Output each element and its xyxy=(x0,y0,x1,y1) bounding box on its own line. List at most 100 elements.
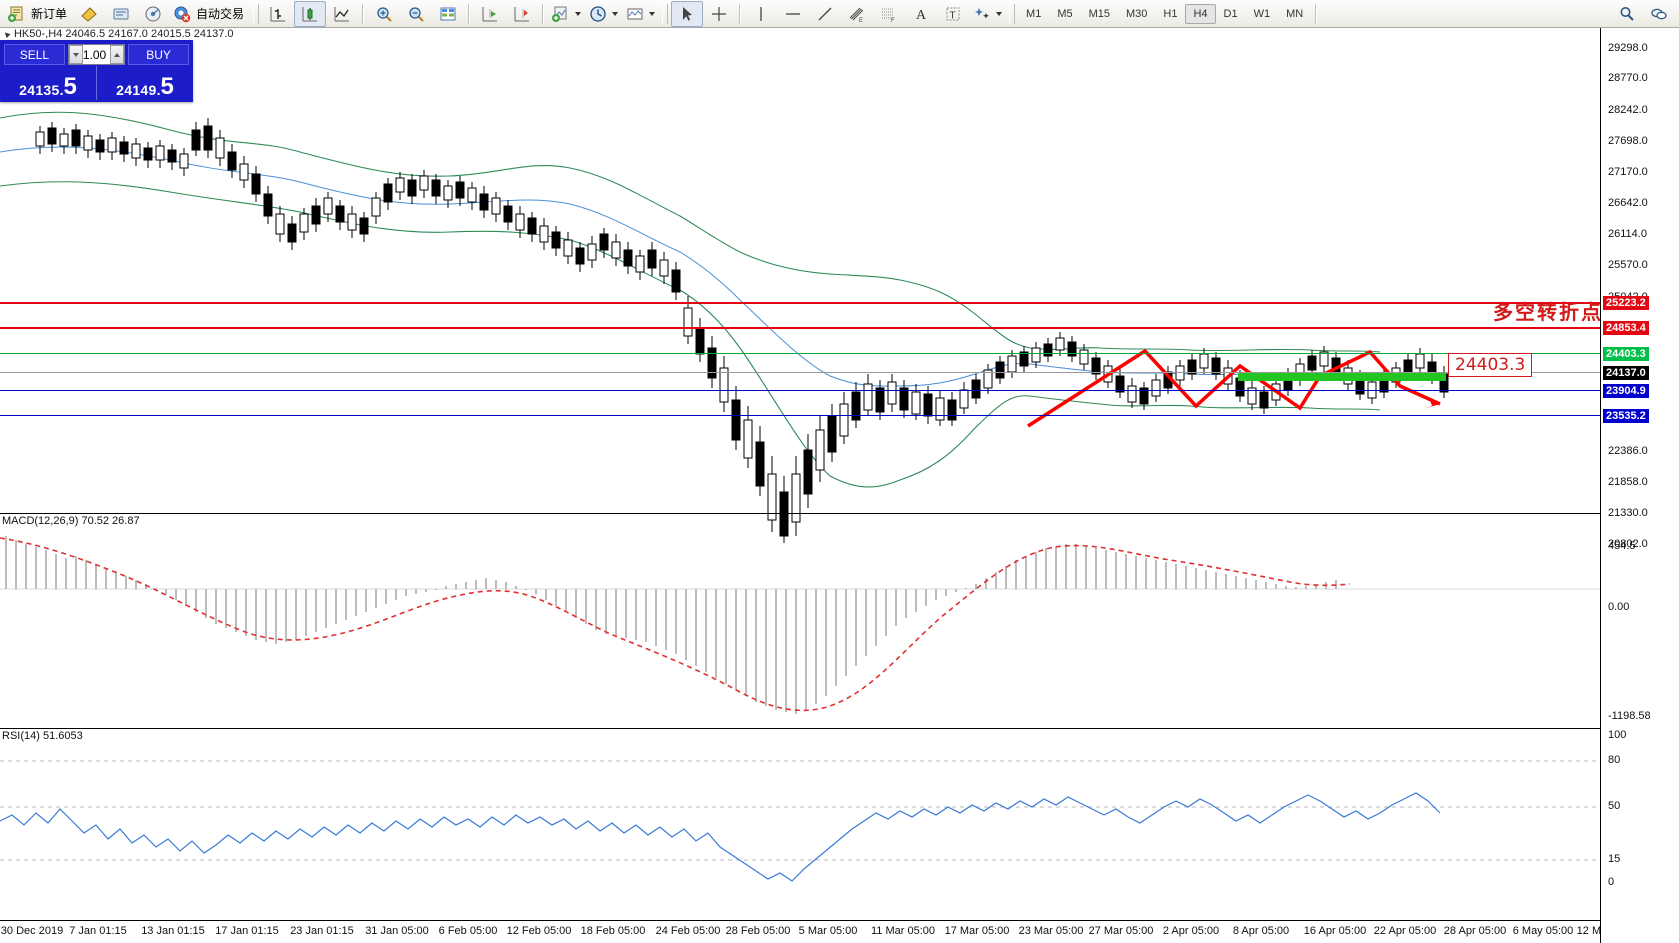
blue-level-1-chip[interactable]: 23904.9 xyxy=(1603,384,1649,398)
toolbar-separator-3 xyxy=(542,3,545,24)
price-tick-label: 22386.0 xyxy=(1608,445,1648,457)
buy-price-integer: 24149 xyxy=(116,82,157,98)
buy-button[interactable]: BUY xyxy=(128,44,189,65)
level-line-24853[interactable] xyxy=(0,327,1601,329)
trend-line-icon xyxy=(816,5,834,23)
chevron-down-icon[interactable] xyxy=(575,11,582,16)
volume-stepper[interactable]: 1.00 xyxy=(67,44,126,65)
cursor-icon xyxy=(678,5,696,23)
trade-prices: 24135 . 5 24149 . 5 xyxy=(0,66,193,100)
templates-button[interactable] xyxy=(622,1,659,27)
timeframe-mn[interactable]: MN xyxy=(1286,7,1304,20)
support-level-chip[interactable]: 24403.3 xyxy=(1603,347,1649,361)
time-tick-label: 27 Mar 05:00 xyxy=(1088,925,1154,937)
svg-text:E: E xyxy=(859,18,863,23)
chart-shift-button[interactable] xyxy=(474,1,506,27)
resistance-level-2-chip[interactable]: 24853.4 xyxy=(1603,321,1649,335)
price-tick-label: 26114.0 xyxy=(1608,228,1647,240)
pointer-hand-button[interactable] xyxy=(73,1,105,27)
trend-line-button[interactable] xyxy=(809,1,841,27)
time-tick-label: 17 Mar 05:00 xyxy=(944,925,1010,937)
rsi-pane[interactable]: RSI(14) 51.6053 xyxy=(0,728,1601,921)
price-axis[interactable]: 29298.0 28770.0 28242.0 27698.0 27170.0 … xyxy=(1600,28,1679,943)
chevron-down-icon-2[interactable] xyxy=(612,11,619,16)
blue-level-2-chip[interactable]: 23535.2 xyxy=(1603,409,1649,423)
period-button[interactable] xyxy=(585,1,622,27)
trade-panel-controls: SELL 1.00 BUY xyxy=(0,40,193,66)
text-button[interactable]: A xyxy=(905,1,937,27)
rsi-tick-label: 0 xyxy=(1608,876,1615,888)
zoom-in-button[interactable] xyxy=(368,1,400,27)
equidistant-channel-button[interactable]: E xyxy=(841,1,873,27)
candlestick-chart-icon xyxy=(301,5,319,23)
macd-signal-line xyxy=(0,537,1351,712)
indicators-button[interactable] xyxy=(548,1,585,27)
timeframe-d1[interactable]: D1 xyxy=(1223,7,1238,20)
macd-pane[interactable]: MACD(12,26,9) 70.52 26.87 xyxy=(0,513,1601,729)
vertical-line-button[interactable] xyxy=(745,1,777,27)
terminal-button[interactable] xyxy=(105,1,137,27)
new-order-button[interactable]: 新订单 xyxy=(4,1,73,27)
chevron-down-icon-volume xyxy=(72,52,79,57)
time-axis[interactable]: 30 Dec 2019 7 Jan 01:15 13 Jan 01:15 17 … xyxy=(0,920,1643,943)
text-label-button[interactable]: T xyxy=(937,1,969,27)
time-tick-label: 31 Jan 05:00 xyxy=(365,925,429,937)
search-button[interactable] xyxy=(1611,1,1643,27)
volume-input[interactable]: 1.00 xyxy=(82,47,107,62)
sell-button[interactable]: SELL xyxy=(4,44,65,65)
rsi-tick-label: 100 xyxy=(1608,729,1627,741)
chevron-up-icon-volume xyxy=(114,52,121,57)
one-click-trading-panel[interactable]: SELL 1.00 BUY 24135 . 5 24149 . 5 xyxy=(0,40,193,102)
toolbar-separator-5 xyxy=(1315,3,1318,24)
level-line-24137[interactable] xyxy=(0,372,1601,373)
bar-chart-button[interactable] xyxy=(262,1,294,27)
objects-button[interactable] xyxy=(969,1,1006,27)
timeframe-h4[interactable]: H4 xyxy=(1185,3,1216,24)
line-chart-button[interactable] xyxy=(326,1,358,27)
timeframe-m15[interactable]: M15 xyxy=(1088,7,1110,20)
resistance-level-chip[interactable]: 25223.2 xyxy=(1603,296,1649,310)
timeframe-m5[interactable]: M5 xyxy=(1057,7,1073,20)
autotrade-button[interactable]: 自动交易 xyxy=(169,1,250,27)
chart-area[interactable]: ▲ HK50-,H4 24046.5 24167.0 24015.5 24137… xyxy=(0,27,1679,943)
volume-increment-button[interactable] xyxy=(110,45,125,64)
sell-price-fraction: 5 xyxy=(63,73,77,100)
auto-scroll-icon xyxy=(513,5,531,23)
chat-button[interactable] xyxy=(1643,1,1675,27)
current-price-chip[interactable]: 24137.0 xyxy=(1603,366,1649,380)
horizontal-line-button[interactable] xyxy=(777,1,809,27)
buy-price-fraction: 5 xyxy=(160,73,174,100)
time-tick-label: 22 Apr 05:00 xyxy=(1373,925,1437,937)
time-tick-label: 11 Mar 05:00 xyxy=(870,925,936,937)
chevron-down-icon-4[interactable] xyxy=(996,11,1003,16)
timeframe-m1[interactable]: M1 xyxy=(1026,7,1042,20)
turning-point-annotation: 多空转折点 xyxy=(1493,300,1603,324)
time-tick-label: 2 Apr 05:00 xyxy=(1162,925,1220,937)
toolbar-grip[interactable] xyxy=(253,3,260,24)
zoom-out-button[interactable] xyxy=(400,1,432,27)
timeframe-m30[interactable]: M30 xyxy=(1126,7,1148,20)
level-line-23535[interactable] xyxy=(0,415,1601,416)
data-window-button[interactable] xyxy=(432,1,464,27)
chevron-down-icon-3[interactable] xyxy=(649,11,656,16)
toolbar-grip-3[interactable] xyxy=(1009,3,1016,24)
level-line-23904[interactable] xyxy=(0,390,1601,391)
autotrade-label: 自动交易 xyxy=(196,7,245,21)
buy-price-cell[interactable]: 24149 . 5 xyxy=(96,66,193,100)
time-tick-label: 6 Feb 05:00 xyxy=(438,925,498,937)
fibonacci-button[interactable]: F xyxy=(873,1,905,27)
timeframe-h1[interactable]: H1 xyxy=(1163,7,1178,20)
level-line-25223[interactable] xyxy=(0,302,1601,304)
time-tick-label: 28 Apr 05:00 xyxy=(1443,925,1507,937)
sell-price-cell[interactable]: 24135 . 5 xyxy=(0,66,96,100)
signals-button[interactable] xyxy=(137,1,169,27)
crosshair-button[interactable] xyxy=(703,1,735,27)
auto-scroll-button[interactable] xyxy=(506,1,538,27)
cursor-button[interactable] xyxy=(671,0,704,27)
toolbar-grip-2[interactable] xyxy=(662,3,669,24)
templates-icon xyxy=(626,5,644,23)
timeframe-w1[interactable]: W1 xyxy=(1253,7,1271,20)
candlestick-chart-button[interactable] xyxy=(294,0,327,27)
volume-decrement-button[interactable] xyxy=(68,45,83,64)
level-line-24403[interactable] xyxy=(0,353,1601,354)
